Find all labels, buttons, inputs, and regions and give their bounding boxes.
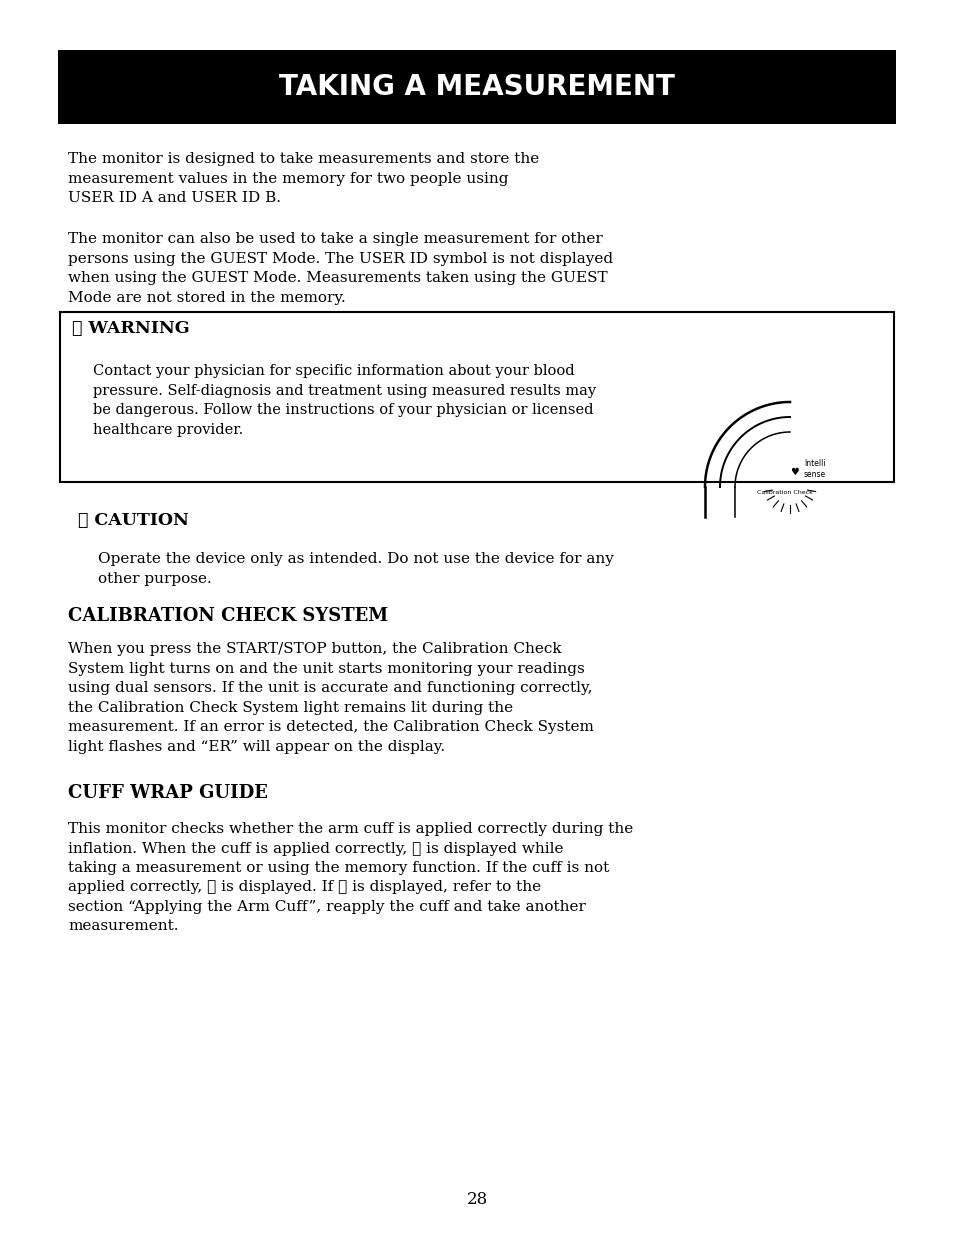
Text: The monitor is designed to take measurements and store the
measurement values in: The monitor is designed to take measurem… (68, 152, 538, 205)
Text: TAKING A MEASUREMENT: TAKING A MEASUREMENT (279, 73, 674, 101)
Bar (60, 312, 893, 482)
Text: When you press the START/STOP button, the Calibration Check
System light turns o: When you press the START/STOP button, th… (68, 642, 594, 754)
Text: ⚠ CAUTION: ⚠ CAUTION (78, 512, 189, 529)
Text: CUFF WRAP GUIDE: CUFF WRAP GUIDE (68, 784, 268, 802)
Text: This monitor checks whether the arm cuff is applied correctly during the
inflati: This monitor checks whether the arm cuff… (68, 822, 633, 934)
Text: The monitor can also be used to take a single measurement for other
persons usin: The monitor can also be used to take a s… (68, 232, 613, 304)
Text: ⚠ WARNING: ⚠ WARNING (71, 320, 190, 337)
Bar (58, 50, 895, 124)
Text: ♥: ♥ (790, 467, 799, 477)
Text: Calibration Check: Calibration Check (757, 491, 812, 496)
Text: Operate the device only as intended. Do not use the device for any
other purpose: Operate the device only as intended. Do … (98, 551, 613, 585)
Text: Contact your physician for specific information about your blood
pressure. Self-: Contact your physician for specific info… (92, 364, 596, 436)
Text: Intelli
sense: Intelli sense (803, 460, 825, 478)
Text: 28: 28 (466, 1191, 487, 1208)
Text: CALIBRATION CHECK SYSTEM: CALIBRATION CHECK SYSTEM (68, 607, 388, 625)
